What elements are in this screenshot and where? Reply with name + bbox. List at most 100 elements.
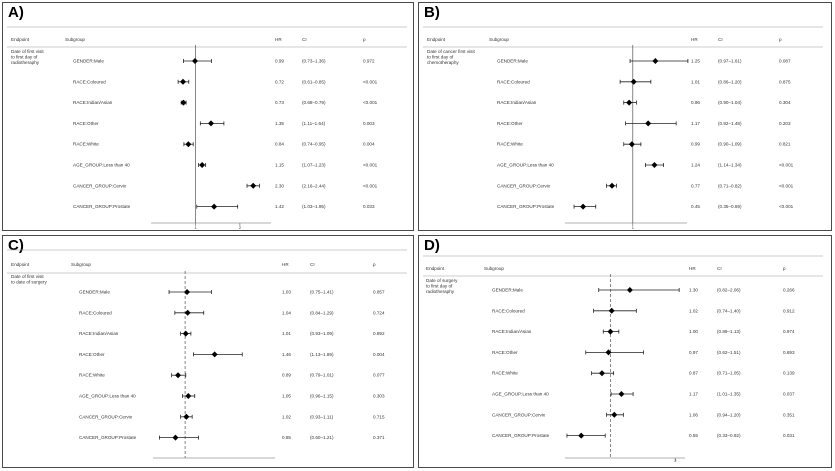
row-ci: (0.61–0.85) xyxy=(302,79,326,84)
header-subgroup: Subgroup xyxy=(71,262,91,267)
endpoint-text: Date of cancer first visit xyxy=(427,49,475,54)
hr-point xyxy=(608,182,615,189)
hr-point xyxy=(185,141,192,148)
row-subgroup: GENDER:Male xyxy=(492,288,523,293)
row-ci: (0.62–1.51) xyxy=(717,350,741,355)
header-p: p xyxy=(373,262,376,267)
header-p: p xyxy=(363,37,366,42)
hr-point xyxy=(580,203,587,210)
row-p: 0.875 xyxy=(779,79,791,84)
row-ci: (0.89–1.13) xyxy=(717,329,741,334)
row-subgroup: CANCER_GROUP:Cervix xyxy=(79,414,133,419)
row-subgroup: CANCER_GROUP:Prostate xyxy=(73,204,131,209)
row-ci: (0.71–0.82) xyxy=(718,183,742,188)
row-hr: 0.97 xyxy=(689,350,698,355)
row-p: <0.001 xyxy=(779,183,794,188)
row-p: 0.004 xyxy=(363,142,375,147)
row-subgroup: CANCER_GROUP:Prostate xyxy=(79,435,137,440)
row-subgroup: RACE:White xyxy=(73,142,99,147)
row-p: <0.001 xyxy=(779,204,794,209)
row-ci: (1.13–1.89) xyxy=(310,352,334,357)
row-subgroup: RACE:Other xyxy=(497,121,523,126)
hr-point xyxy=(182,330,189,337)
row-p: 0.003 xyxy=(363,121,375,126)
hr-point xyxy=(645,120,652,127)
row-ci: (0.90–1.09) xyxy=(718,142,742,147)
row-p: 0.266 xyxy=(783,288,795,293)
row-hr: 0.45 xyxy=(691,204,700,209)
panel-label: D) xyxy=(424,237,440,254)
header-ci: CI xyxy=(717,266,722,271)
row-hr: 0.96 xyxy=(691,100,700,105)
row-hr: 1.30 xyxy=(689,288,698,293)
hr-point xyxy=(211,203,218,210)
row-hr: 1.15 xyxy=(275,163,284,168)
row-p: 0.033 xyxy=(363,204,375,209)
row-hr: 0.77 xyxy=(691,183,700,188)
hr-point xyxy=(183,413,190,420)
row-ci: (0.74–1.40) xyxy=(717,308,741,313)
hr-point xyxy=(598,370,605,377)
hr-point xyxy=(628,141,635,148)
hr-point xyxy=(605,349,612,356)
row-p: 0.304 xyxy=(779,100,791,105)
row-ci: (0.75–1.41) xyxy=(310,290,334,295)
hr-point xyxy=(180,99,187,106)
row-hr: 1.17 xyxy=(691,121,700,126)
row-hr: 1.05 xyxy=(282,394,291,399)
endpoint-text: Date of surgery xyxy=(426,278,458,283)
row-subgroup: CANCER_GROUP:Prostate xyxy=(492,433,550,438)
row-ci: (0.68–0.79) xyxy=(302,100,326,105)
row-ci: (0.96–1.15) xyxy=(310,394,334,399)
header-subgroup: Subgroup xyxy=(65,37,85,42)
row-subgroup: RACE:Indian/Asian xyxy=(73,100,113,105)
row-subgroup: RACE:Coloured xyxy=(73,79,106,84)
row-hr: 1.25 xyxy=(691,59,700,64)
row-hr: 1.02 xyxy=(689,308,698,313)
header-endpoint: Endpoint xyxy=(426,266,445,271)
row-hr: 1.04 xyxy=(282,310,291,315)
header-endpoint: Endpoint xyxy=(11,262,30,267)
row-subgroup: RACE:Indian/Asian xyxy=(497,100,537,105)
header-endpoint: Endpoint xyxy=(11,37,30,42)
row-subgroup: CANCER_GROUP:Prostate xyxy=(497,204,555,209)
panel-label: B) xyxy=(424,4,440,21)
row-hr: 1.24 xyxy=(691,163,700,168)
header-hr: HR xyxy=(691,37,698,42)
endpoint-text: radiotheraphy xyxy=(426,289,455,294)
hr-point xyxy=(172,434,179,441)
panel-label: A) xyxy=(8,4,24,21)
row-subgroup: CANCER_GROUP:Cervix xyxy=(497,183,551,188)
row-p: <0.001 xyxy=(363,100,378,105)
row-p: 0.037 xyxy=(783,392,795,397)
row-ci: (0.92–1.48) xyxy=(718,121,742,126)
row-subgroup: RACE:Indian/Asian xyxy=(492,329,532,334)
row-hr: 1.02 xyxy=(282,414,291,419)
hr-point xyxy=(250,182,257,189)
row-ci: (0.60–1.21) xyxy=(310,435,334,440)
row-ci: (0.90–1.04) xyxy=(718,100,742,105)
row-ci: (0.35–0.59) xyxy=(718,204,742,209)
row-hr: 1.46 xyxy=(282,352,291,357)
row-p: 0.715 xyxy=(373,414,385,419)
row-p: 0.203 xyxy=(779,121,791,126)
row-subgroup: AGE_GROUP:Less than 40 xyxy=(73,163,130,168)
header-ci: CI xyxy=(310,262,315,267)
row-hr: 0.84 xyxy=(275,142,284,147)
row-subgroup: RACE:Other xyxy=(79,352,105,357)
row-p: 0.004 xyxy=(373,352,385,357)
forest-panel-d: D) Endpoint Subgroup HR CI p Date of surgery t… xyxy=(418,235,832,468)
header-p: p xyxy=(779,37,782,42)
row-p: 0.371 xyxy=(373,435,385,440)
row-subgroup: RACE:Indian/Asian xyxy=(79,331,119,336)
row-ci: (0.82–2.06) xyxy=(717,288,741,293)
hr-point xyxy=(611,411,618,418)
hr-point xyxy=(626,287,633,293)
row-subgroup: RACE:White xyxy=(79,373,105,378)
row-ci: (0.84–1.29) xyxy=(310,310,334,315)
row-hr: 0.72 xyxy=(275,79,284,84)
row-p: 0.912 xyxy=(783,308,795,313)
endpoint-text: to first day of xyxy=(427,55,454,60)
row-subgroup: GENDER:Male xyxy=(73,59,104,64)
